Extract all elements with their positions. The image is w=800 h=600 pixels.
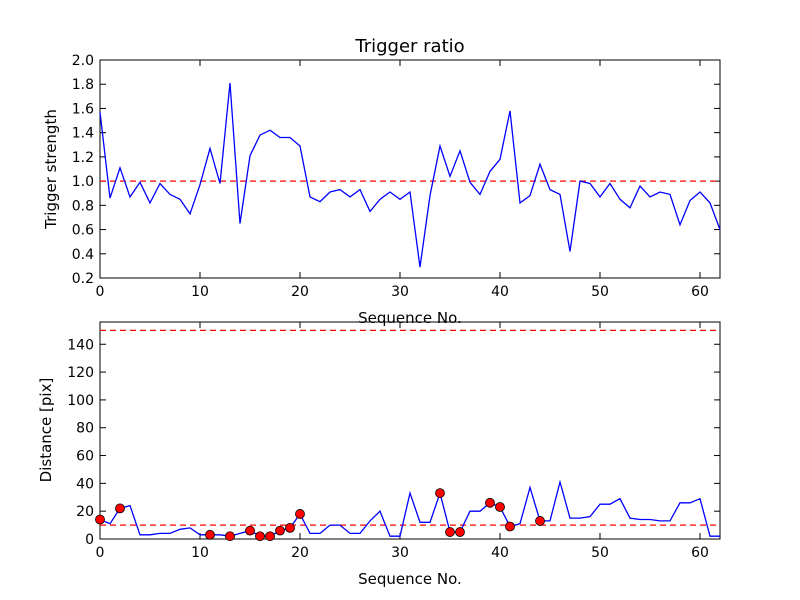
bottom-y-tick-label: 80 xyxy=(76,421,94,437)
top-y-tick-label: 0.4 xyxy=(72,247,94,263)
top-x-tick-label: 30 xyxy=(391,284,409,300)
bottom-data-point xyxy=(255,531,265,542)
bottom-data-point xyxy=(435,488,445,498)
bottom-y-tick-label: 120 xyxy=(67,365,94,381)
bottom-y-tick-label: 60 xyxy=(76,449,94,465)
bottom-data-point xyxy=(275,525,285,536)
bottom-data-point xyxy=(225,531,235,542)
bottom-y-tick-label: 100 xyxy=(67,393,94,409)
bottom-data-point xyxy=(455,527,465,537)
top-x-tick-label: 40 xyxy=(491,284,509,300)
top-chart-title: Trigger ratio xyxy=(354,36,464,57)
bottom-x-tick-label: 60 xyxy=(691,545,709,561)
bottom-y-tick-label: 140 xyxy=(67,337,94,353)
bottom-x-tick-label: 0 xyxy=(96,545,105,561)
bottom-plot-marks xyxy=(95,329,720,542)
top-y-tick-label: 0.8 xyxy=(72,198,94,214)
bottom-data-point xyxy=(245,525,255,536)
top-x-tick-label: 10 xyxy=(191,284,209,300)
top-x-axis-label: Sequence No. xyxy=(358,309,462,327)
bottom-data-point xyxy=(285,522,295,533)
bottom-x-tick-label: 10 xyxy=(191,545,209,561)
top-x-tick-label: 0 xyxy=(96,284,105,300)
top-plot-frame xyxy=(99,59,721,279)
top-x-tick-label: 20 xyxy=(291,284,309,300)
bottom-x-tick-label: 40 xyxy=(491,545,509,561)
top-y-tick-label: 1.2 xyxy=(72,150,94,166)
top-plot-marks xyxy=(99,82,721,268)
bottom-data-point xyxy=(505,521,515,532)
bottom-plot-frame xyxy=(99,321,721,540)
bottom-y-tick-label: 0 xyxy=(85,532,94,548)
bottom-y-axis-label: Distance [pix] xyxy=(37,378,55,483)
bottom-data-point xyxy=(95,514,105,525)
top-y-tick-label: 0.6 xyxy=(72,223,94,239)
top-y-tick-label: 1.6 xyxy=(72,101,94,117)
bottom-x-tick-label: 50 xyxy=(591,545,609,561)
bottom-x-axis-label: Sequence No. xyxy=(358,570,462,588)
top-series-line xyxy=(99,82,721,268)
bottom-y-tick-label: 20 xyxy=(76,504,94,520)
bottom-data-point xyxy=(295,509,305,519)
top-y-tick-label: 1.0 xyxy=(72,174,94,190)
top-y-tick-label: 1.4 xyxy=(72,126,94,142)
bottom-data-point xyxy=(445,527,455,537)
bottom-data-point xyxy=(535,516,545,526)
bottom-y-tick-label: 40 xyxy=(76,476,94,492)
bottom-data-point xyxy=(115,503,125,514)
bottom-axis-ticks: 0 10 20 30 40 50 60 0 20 40 60 80 100 120 140 xyxy=(67,322,720,561)
top-x-tick-label: 50 xyxy=(591,284,609,300)
bottom-x-tick-label: 20 xyxy=(291,545,309,561)
bottom-data-point xyxy=(495,502,505,512)
top-y-tick-label: 1.8 xyxy=(72,77,94,93)
top-y-axis-label: Trigger strength xyxy=(42,109,60,230)
bottom-series-line xyxy=(99,479,720,537)
top-y-tick-label: 0.2 xyxy=(72,271,94,287)
top-x-tick-label: 60 xyxy=(691,284,709,300)
top-y-tick-label: 2.0 xyxy=(72,53,94,69)
bottom-data-point xyxy=(205,529,215,540)
bottom-chart: 0 10 20 30 40 50 60 0 20 40 60 80 100 120 140 Sequence… xyxy=(37,321,721,588)
top-axis-ticks: 0 10 20 30 40 50 60 0.2 0.4 0.6 0.8 1.0 1.2 1.4 1.6 1.8… xyxy=(72,53,720,300)
bottom-data-point xyxy=(265,531,275,542)
bottom-data-point xyxy=(485,497,495,508)
bottom-x-tick-label: 30 xyxy=(391,545,409,561)
